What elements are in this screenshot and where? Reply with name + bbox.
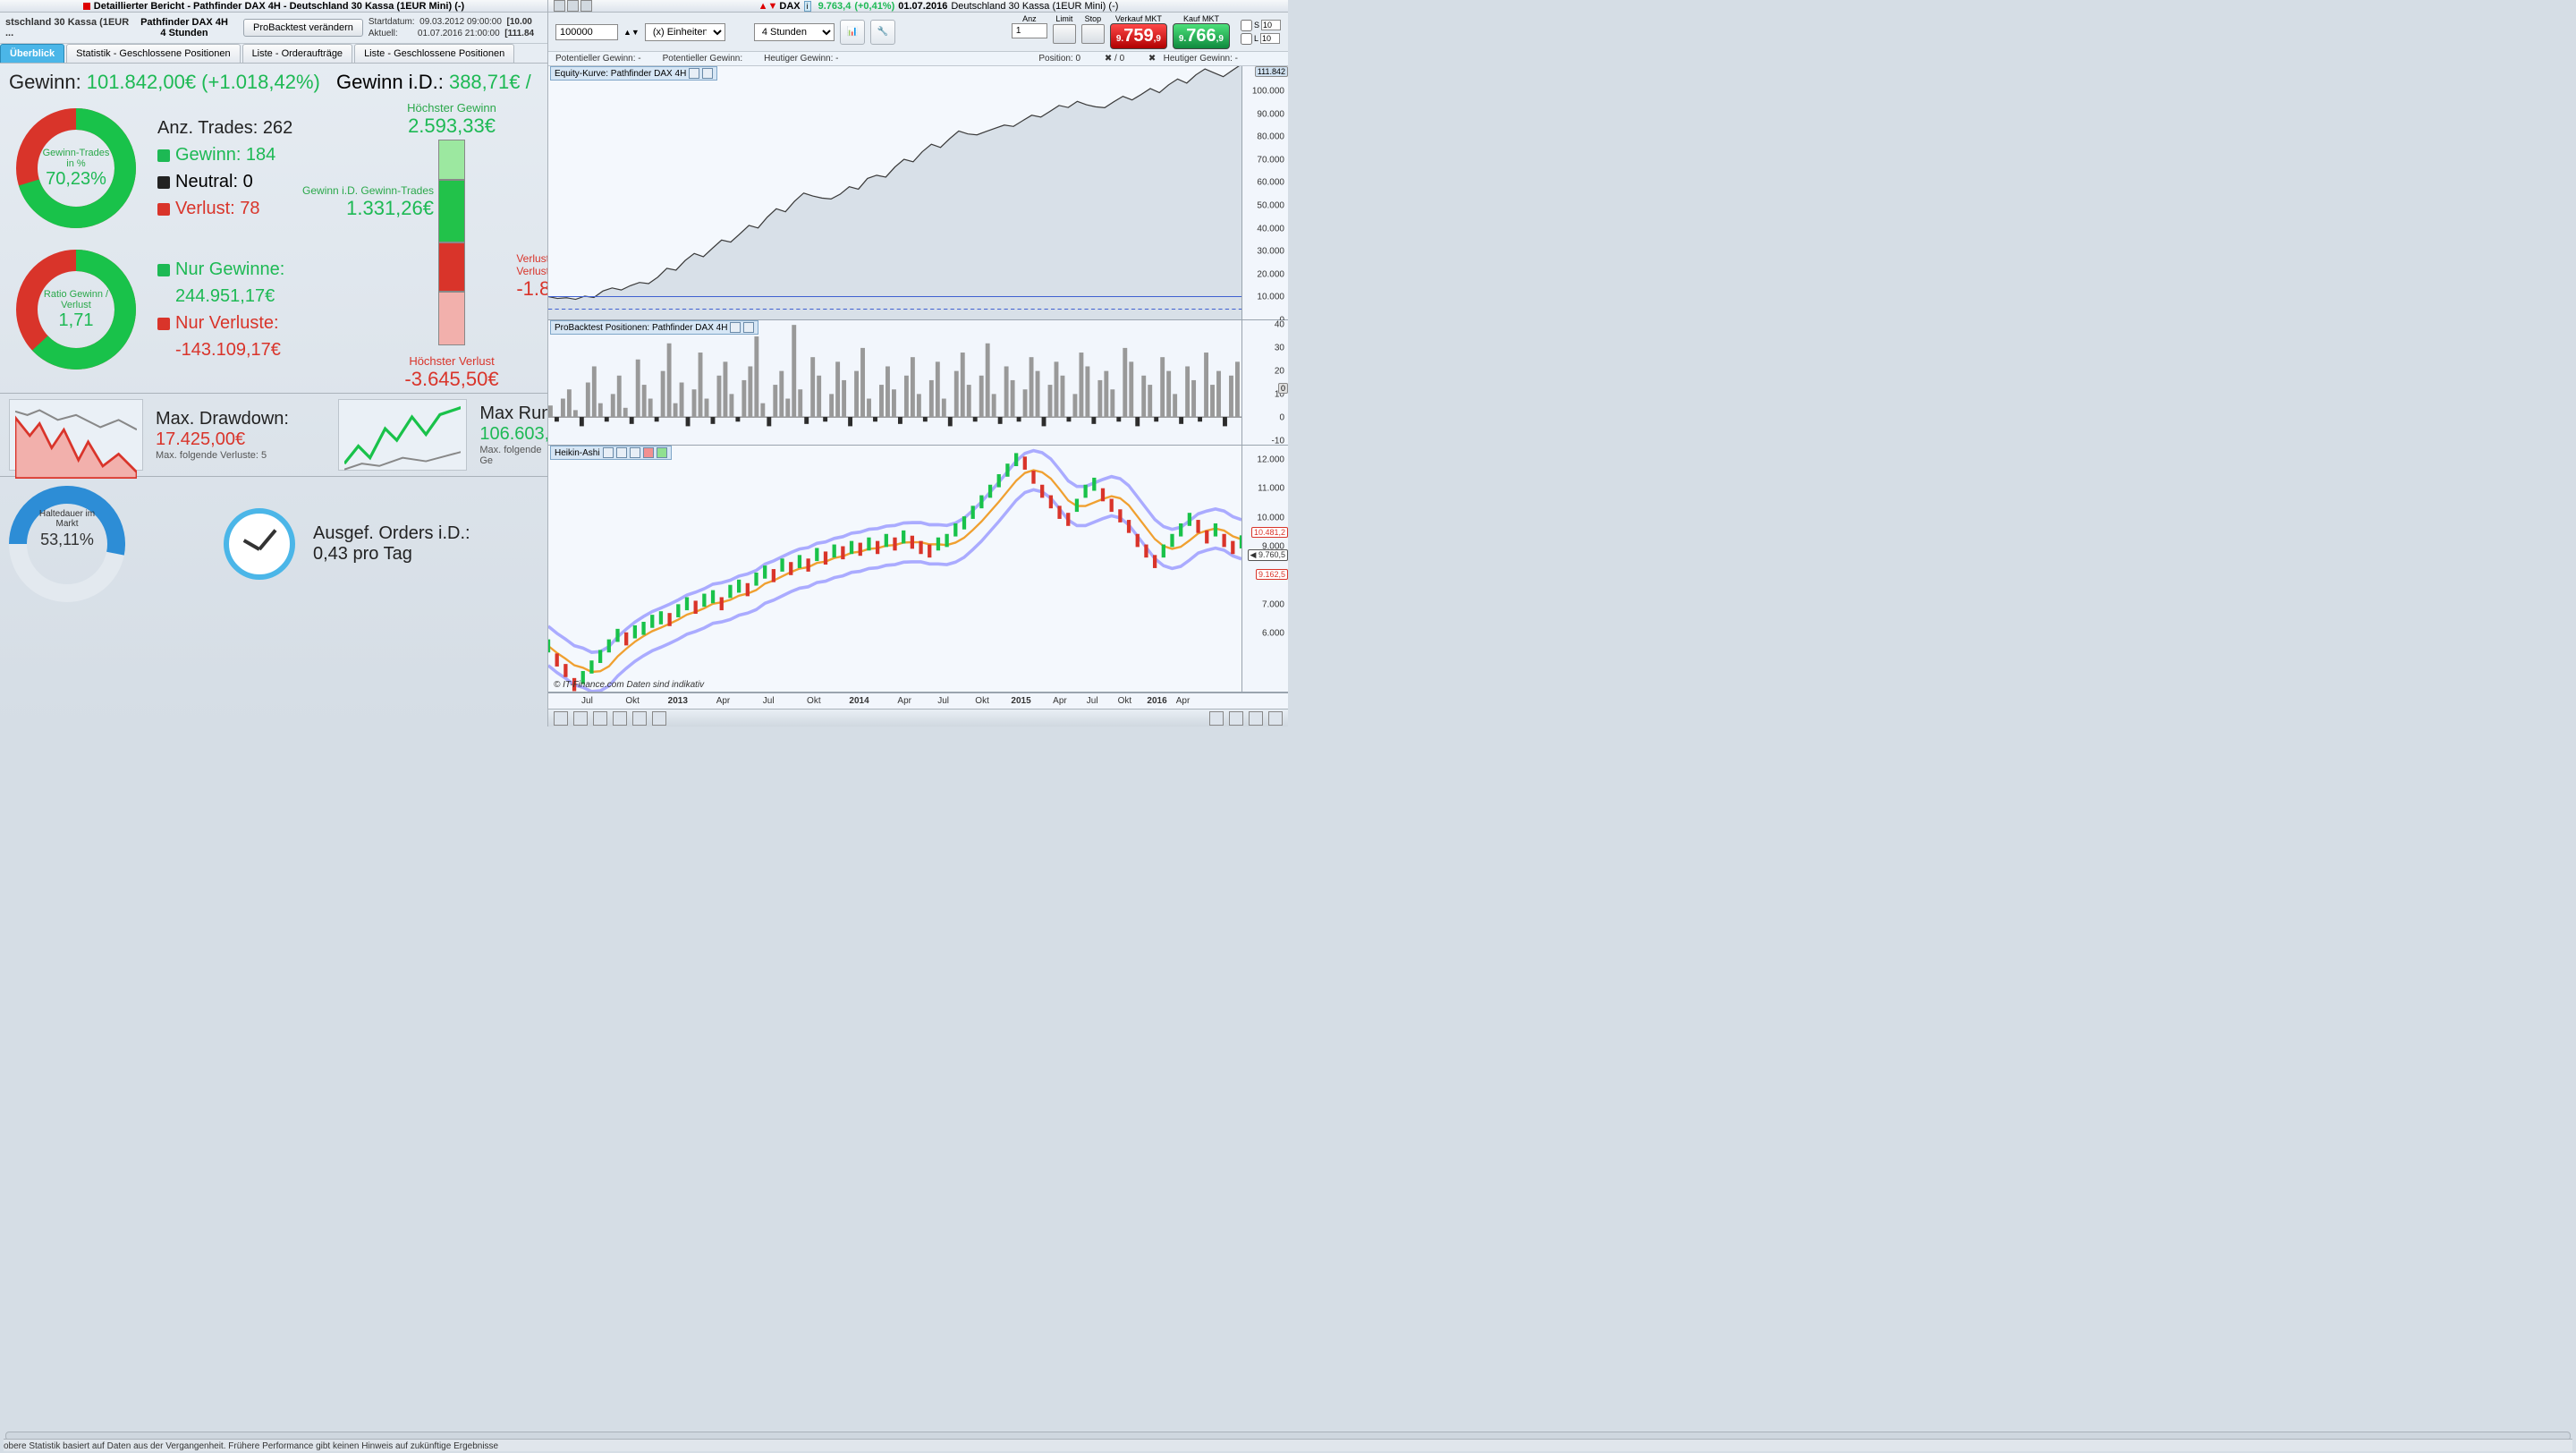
buy-mkt-button[interactable]: 9.766,9	[1173, 23, 1230, 49]
tab[interactable]: Liste - Geschlossene Positionen	[354, 44, 514, 63]
tab[interactable]: Statistik - Geschlossene Positionen	[66, 44, 240, 63]
chart-window: ▲▼ DAX i 9.763,4 (+0,41%) 01.07.2016 Deu…	[547, 0, 1288, 726]
kpi-row-2: Ratio Gewinn /Verlust1,71 Nur Gewinne: 2…	[9, 242, 538, 377]
heikin-title[interactable]: Heikin-Ashi	[550, 446, 672, 460]
qty-input[interactable]	[555, 24, 618, 40]
s-input[interactable]	[1261, 20, 1281, 30]
max-icon[interactable]	[567, 0, 579, 12]
unit-select[interactable]: (x) Einheiten	[645, 23, 725, 41]
tabs: ÜberblickStatistik - Geschlossene Positi…	[0, 44, 547, 64]
s-checkbox[interactable]	[1241, 20, 1252, 31]
heikin-panel[interactable]: Heikin-Ashi 6.0007.0008.0009.00010.00011…	[548, 446, 1288, 693]
timeframe-select[interactable]: 4 Stunden	[754, 23, 835, 41]
stats-window: Detaillierter Bericht - Pathfinder DAX 4…	[0, 0, 547, 726]
probacktest-button[interactable]: ProBacktest verändern	[243, 19, 363, 37]
right-toolbar: ▲▼ (x) Einheiten 4 Stunden 📊 🔧 Anz Limit…	[548, 13, 1288, 52]
close-icon[interactable]	[743, 322, 754, 333]
zoom-out-icon[interactable]	[1268, 711, 1283, 726]
close-icon[interactable]	[702, 68, 713, 79]
orders-text: Ausgef. Orders i.D.: 0,43 pro Tag	[313, 523, 470, 565]
title-date: 01.07.2016	[898, 1, 947, 12]
title-pct: (+0,41%)	[854, 1, 894, 12]
right-titlebar[interactable]: ▲▼ DAX i 9.763,4 (+0,41%) 01.07.2016 Deu…	[548, 0, 1288, 13]
drawdown-spark	[9, 399, 143, 471]
tb-icon[interactable]	[632, 711, 647, 726]
chart-type-button[interactable]: 📊	[840, 20, 865, 45]
positions-panel[interactable]: ProBacktest Positionen: Pathfinder DAX 4…	[548, 320, 1288, 446]
win-trades-donut: Gewinn-Tradesin %70,23%	[9, 101, 143, 235]
symbol: DAX	[779, 1, 800, 12]
title-price: 9.763,4	[818, 1, 852, 12]
info-icon[interactable]: i	[804, 1, 811, 12]
tb-icon[interactable]	[573, 711, 588, 726]
attribution: © IT-Finance.com Daten sind indikativ	[554, 680, 704, 690]
tab[interactable]: Überblick	[0, 44, 64, 63]
pop-icon[interactable]	[730, 322, 741, 333]
title-rest: Deutschland 30 Kassa (1EUR Mini) (-)	[951, 1, 1118, 12]
wrench-icon[interactable]	[603, 447, 614, 458]
left-header: stschland 30 Kassa (1EUR ... Pathfinder …	[0, 13, 547, 44]
clock-icon	[224, 508, 295, 580]
drawdown-text: Max. Drawdown: 17.425,00€ Max. folgende …	[156, 409, 289, 461]
min-icon[interactable]	[580, 0, 592, 12]
tb-icon[interactable]	[1209, 711, 1224, 726]
tb-icon[interactable]	[593, 711, 607, 726]
l-input[interactable]	[1260, 33, 1280, 44]
kpi-row-1: Gewinn-Tradesin %70,23% Anz. Trades: 262…	[9, 101, 538, 235]
stop-button[interactable]	[1081, 24, 1105, 44]
l-checkbox[interactable]	[1241, 33, 1252, 45]
pos-badge: 0	[1278, 383, 1288, 394]
tool-button[interactable]: 🔧	[870, 20, 895, 45]
overview: Gewinn: 101.842,00€ (+1.018,42%) Gewinn …	[0, 64, 547, 726]
drawdown-row: Max. Drawdown: 17.425,00€ Max. folgende …	[9, 399, 538, 471]
chart-area: Equity-Kurve: Pathfinder DAX 4H 010.0002…	[548, 66, 1288, 709]
bottom-toolbar	[548, 709, 1288, 726]
runup-spark	[338, 399, 467, 471]
candle-icon	[83, 3, 90, 10]
positions-title[interactable]: ProBacktest Positionen: Pathfinder DAX 4…	[550, 320, 758, 335]
sell-mkt-button[interactable]: 9.759,9	[1110, 23, 1167, 49]
close-icon[interactable]	[630, 447, 640, 458]
date-block: Startdatum: 09.03.2012 09:00:00 [10.00 A…	[369, 16, 534, 39]
left-title: Detaillierter Bericht - Pathfinder DAX 4…	[94, 1, 464, 12]
limit-button[interactable]	[1053, 24, 1076, 44]
plus-red-icon[interactable]	[643, 447, 654, 458]
left-titlebar[interactable]: Detaillierter Bericht - Pathfinder DAX 4…	[0, 0, 547, 13]
tab[interactable]: Liste - Orderaufträge	[242, 44, 353, 63]
bottom-row: Haltedauer imMarkt53,11% Ausgef. Orders …	[9, 486, 538, 602]
tb-icon[interactable]	[554, 711, 568, 726]
period-pill: Pathfinder DAX 4H 4 Stunden	[131, 17, 238, 38]
zoom-in-icon[interactable]	[1249, 711, 1263, 726]
only-pl: Nur Gewinne: 244.951,17€ Nur Verluste: -…	[157, 256, 284, 363]
x-axis: JulOkt2013AprJulOkt2014AprJulOkt2015AprJ…	[548, 693, 1288, 709]
equity-badge: 111.842	[1255, 66, 1288, 77]
trades-summary: Anz. Trades: 262 Gewinn: 184 Neutral: 0 …	[157, 115, 292, 222]
wrench-icon[interactable]	[689, 68, 699, 79]
pop-icon[interactable]	[616, 447, 627, 458]
plus-green-icon[interactable]	[657, 447, 667, 458]
order-columns: Anz Limit Stop Verkauf MKT 9.759,9 Kauf …	[1010, 14, 1232, 49]
hold-gauge: Haltedauer imMarkt53,11%	[9, 486, 125, 602]
tb-icon[interactable]	[1229, 711, 1243, 726]
runup-col: Max Run 106.603, Max. folgende Ge	[338, 399, 547, 471]
profit-avg: Gewinn i.D.: 388,71€ /	[336, 71, 531, 94]
tb-icon[interactable]	[652, 711, 666, 726]
info-bar: Potentieller Gewinn: - Potentieller Gewi…	[548, 52, 1288, 66]
anz-input[interactable]	[1012, 23, 1047, 38]
equity-title[interactable]: Equity-Kurve: Pathfinder DAX 4H	[550, 66, 717, 81]
equity-panel[interactable]: Equity-Kurve: Pathfinder DAX 4H 010.0002…	[548, 66, 1288, 320]
instrument-pill[interactable]: stschland 30 Kassa (1EUR ...	[5, 17, 131, 38]
close-icon[interactable]	[554, 0, 565, 12]
ratio-donut: Ratio Gewinn /Verlust1,71	[9, 242, 143, 377]
tb-icon[interactable]	[613, 711, 627, 726]
